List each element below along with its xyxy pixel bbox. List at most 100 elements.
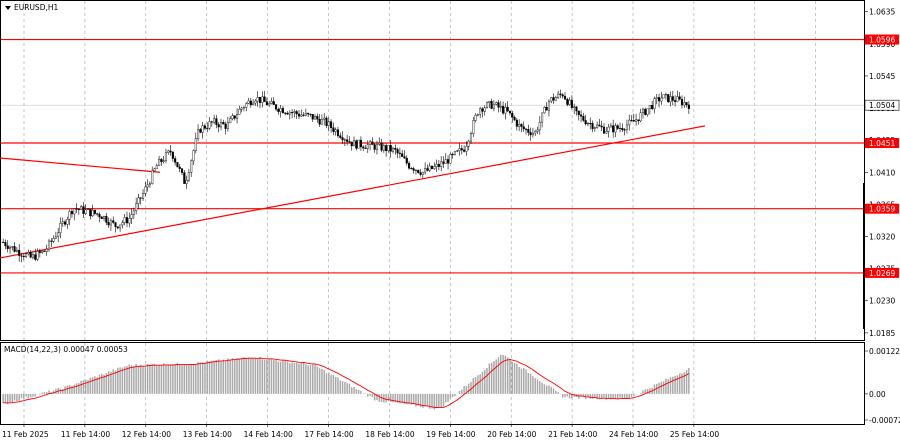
candle <box>506 106 509 112</box>
candle <box>660 97 663 102</box>
horizontal-levels[interactable] <box>1 38 864 274</box>
candle <box>481 108 484 112</box>
candle <box>664 94 667 96</box>
candle <box>311 114 314 120</box>
price-tick-label: 1.0545 <box>869 72 895 81</box>
candle <box>469 133 473 142</box>
candle <box>236 114 239 119</box>
candle <box>190 160 193 173</box>
candle <box>547 100 551 111</box>
candle <box>249 100 252 106</box>
candle <box>265 101 268 106</box>
candle <box>621 127 624 130</box>
candle <box>254 100 257 104</box>
candle <box>449 154 452 164</box>
time-tick-label: 24 Feb 14:00 <box>609 430 658 439</box>
candle <box>460 148 463 151</box>
candle <box>245 103 248 108</box>
candle <box>307 112 310 115</box>
candle <box>385 145 388 151</box>
candle <box>304 112 307 116</box>
price-scroll-handle[interactable] <box>863 183 865 329</box>
candle <box>183 172 186 184</box>
candle <box>543 107 546 114</box>
candle <box>639 112 642 122</box>
candle <box>474 115 477 121</box>
candle <box>8 246 12 249</box>
candle <box>382 145 385 151</box>
candle <box>424 168 427 173</box>
trend-line[interactable] <box>0 157 161 173</box>
candle <box>160 158 163 162</box>
candle <box>458 148 461 151</box>
candle <box>4 242 7 247</box>
candle <box>428 165 431 171</box>
candle <box>355 140 358 149</box>
candle <box>362 146 365 149</box>
candle <box>359 139 362 148</box>
candle <box>54 236 57 239</box>
candle <box>137 197 140 204</box>
candle <box>483 107 486 112</box>
candle <box>66 219 69 225</box>
candle <box>403 156 406 159</box>
candle <box>378 142 381 145</box>
candle <box>515 119 518 127</box>
candle <box>197 129 200 139</box>
candle <box>348 141 351 143</box>
candle <box>141 193 145 199</box>
candle <box>169 150 172 153</box>
candle <box>497 102 500 108</box>
triangle-down-icon[interactable] <box>5 6 11 10</box>
candle <box>607 126 610 132</box>
candle <box>667 94 670 103</box>
candle <box>419 172 422 175</box>
candle <box>632 120 635 122</box>
candle <box>130 214 133 219</box>
candle <box>86 208 90 211</box>
level-price-label: 1.0451 <box>869 139 895 148</box>
candle <box>77 209 80 211</box>
candle <box>563 95 567 100</box>
candle <box>538 121 541 131</box>
candle <box>103 216 106 219</box>
candle <box>341 137 344 141</box>
candle <box>456 150 459 152</box>
candle <box>155 165 158 170</box>
candle <box>401 153 404 157</box>
candle <box>391 147 395 152</box>
candle <box>2 242 5 244</box>
candle <box>107 222 110 226</box>
candle <box>609 125 612 128</box>
candle <box>231 115 234 119</box>
candle <box>112 220 115 223</box>
candle <box>582 115 585 121</box>
candle <box>125 217 129 224</box>
time-tick-label: 11 Feb 14:00 <box>61 430 110 439</box>
candle <box>430 165 434 169</box>
current-price-tag <box>864 99 900 111</box>
candle <box>288 112 291 115</box>
trend-lines[interactable] <box>0 125 706 259</box>
level-price-tag <box>865 34 899 45</box>
candle <box>520 123 523 127</box>
candle <box>485 102 489 109</box>
level-price-label: 1.0359 <box>869 205 895 214</box>
candle <box>577 110 580 116</box>
candle <box>105 216 108 223</box>
candle <box>440 161 443 167</box>
candle <box>637 119 640 122</box>
candle <box>295 111 298 115</box>
candle <box>522 126 525 130</box>
candle <box>683 102 686 106</box>
candle <box>641 108 645 114</box>
candle <box>646 108 649 115</box>
candle <box>43 250 46 252</box>
candle <box>158 158 161 166</box>
candle <box>426 168 429 171</box>
candle <box>417 169 420 173</box>
candle <box>206 128 209 130</box>
level-price-tag <box>865 138 899 149</box>
trend-line[interactable] <box>0 125 706 259</box>
